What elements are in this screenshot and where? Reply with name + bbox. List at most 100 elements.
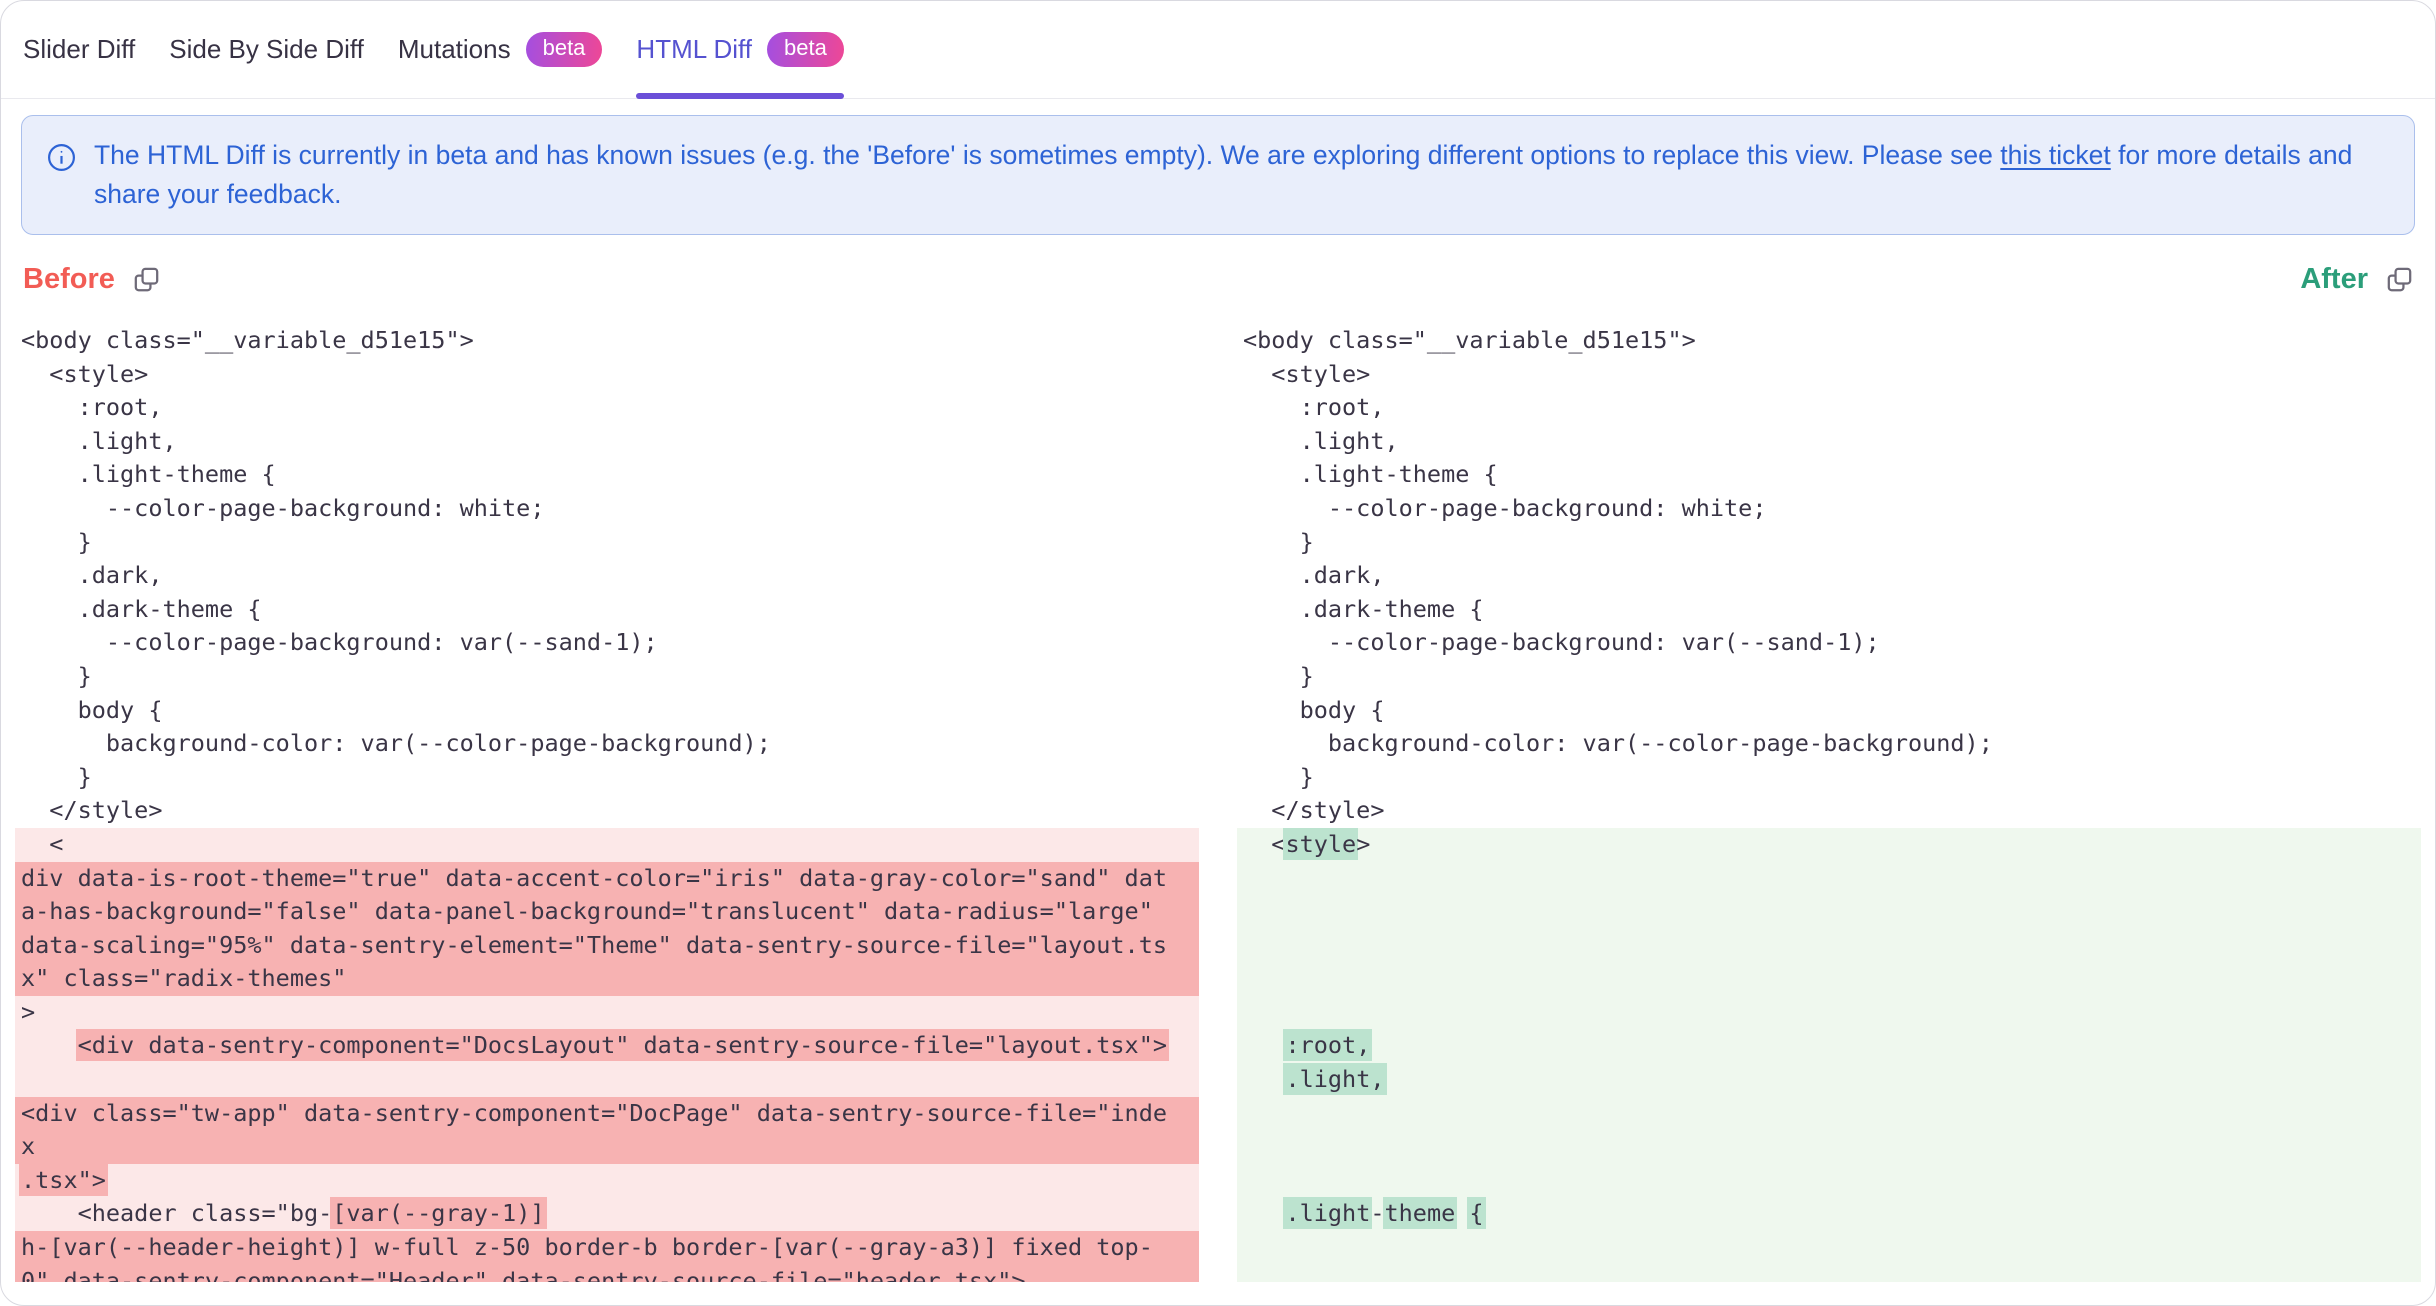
code-line: body { — [21, 695, 163, 724]
code-line: } — [1243, 527, 1314, 556]
diff-highlight: [var(--gray-1)] — [330, 1197, 547, 1230]
diff-view-tabs: Slider Diff Side By Side Diff Mutations bet… — [1, 1, 2435, 99]
code-text — [1243, 1199, 1285, 1227]
diff-highlight: theme — [1382, 1197, 1458, 1230]
code-text: <header class="bg- — [21, 1199, 333, 1228]
code-line: .light-theme { — [1243, 460, 1498, 489]
code-line: background-color: var(--color-page-backg… — [21, 729, 771, 758]
tab-label: HTML Diff — [636, 34, 752, 64]
code-line: .tsx"> — [15, 1163, 1199, 1198]
code-line: </style> — [21, 796, 163, 825]
beta-banner: The HTML Diff is currently in beta and h… — [21, 115, 2415, 235]
code-line — [1237, 1264, 2421, 1282]
code-line: 0" data-sentry-component="Header" data-s… — [15, 1264, 1199, 1282]
code-line: body { — [1243, 695, 1385, 724]
banner-text-pre: The HTML Diff is currently in beta and h… — [94, 140, 2001, 170]
code-text: > — [1356, 829, 1371, 858]
tab-html-diff[interactable]: HTML Diff beta — [636, 1, 845, 99]
code-line: <style> — [21, 359, 149, 388]
code-line: a-has-background="false" data-panel-back… — [15, 895, 1199, 929]
info-icon — [46, 142, 77, 214]
code-line: .light-theme { — [1237, 1197, 2421, 1232]
code-text: < — [1243, 829, 1286, 858]
code-line: <style> — [1243, 359, 1371, 388]
code-line: } — [1243, 661, 1314, 690]
tab-mutations[interactable]: Mutations beta — [398, 1, 603, 98]
code-line: :root, — [1243, 393, 1385, 422]
code-text — [21, 1031, 78, 1059]
diff-content: <body class="__variable_d51e15"> <style>… — [1, 324, 2435, 1282]
code-line — [1237, 1096, 2421, 1131]
code-line: <header class="bg-[var(--gray-1)] — [15, 1197, 1199, 1232]
code-line: .light, — [1243, 426, 1399, 455]
code-line: } — [21, 762, 92, 791]
code-text — [1243, 1065, 1285, 1093]
code-line: x — [15, 1130, 1199, 1164]
after-label: After — [2300, 263, 2368, 295]
code-line: div data-is-root-theme="true" data-accen… — [15, 861, 1199, 896]
code-line: > — [15, 995, 1199, 1030]
code-line: <div class="tw-app" data-sentry-componen… — [15, 1096, 1199, 1131]
tab-label: Slider Diff — [23, 34, 136, 64]
code-text: - — [1370, 1199, 1385, 1228]
code-line: } — [1243, 762, 1314, 791]
code-line — [15, 1063, 1199, 1097]
code-line: .dark, — [21, 561, 163, 590]
code-line — [1237, 1130, 2421, 1164]
diff-highlight: .light, — [1283, 1063, 1387, 1096]
diff-highlight: .light — [1283, 1197, 1373, 1230]
code-line: --color-page-background: var(--sand-1); — [21, 628, 658, 657]
code-line — [1237, 1163, 2421, 1198]
before-code-pane: <body class="__variable_d51e15"> <style>… — [15, 324, 1199, 1282]
code-line: < — [15, 827, 1199, 862]
copy-before-button[interactable] — [133, 266, 160, 293]
copy-after-button[interactable] — [2386, 266, 2413, 293]
beta-badge: beta — [767, 32, 844, 67]
code-line: --color-page-background: var(--sand-1); — [1243, 628, 1880, 657]
tab-label: Mutations — [397, 34, 511, 64]
diff-highlight: { — [1467, 1197, 1486, 1230]
code-line — [1237, 995, 2421, 1030]
code-line: <style> — [1237, 827, 2421, 862]
diff-highlight: style — [1283, 827, 1359, 860]
before-header: Before — [23, 263, 160, 296]
code-line — [1237, 861, 2421, 896]
before-label: Before — [23, 263, 115, 295]
after-code-pane: <body class="__variable_d51e15"> <style>… — [1237, 324, 2421, 1282]
code-line: h-[var(--header-height)] w-full z-50 bor… — [15, 1231, 1199, 1265]
copy-icon — [134, 267, 159, 292]
tab-side-by-side-diff[interactable]: Side By Side Diff — [169, 1, 364, 98]
code-line: <div data-sentry-component="DocsLayout" … — [15, 1029, 1199, 1064]
code-line: background-color: var(--color-page-backg… — [1243, 729, 1993, 758]
tab-slider-diff[interactable]: Slider Diff — [23, 1, 135, 98]
code-line — [1237, 1231, 2421, 1265]
code-line: .light, — [21, 426, 177, 455]
banner-text-post: for more details and share your feedback… — [94, 140, 2353, 209]
code-line — [1237, 962, 2421, 996]
ticket-link[interactable]: this ticket — [2000, 140, 2111, 170]
code-line: <body class="__variable_d51e15"> — [21, 326, 474, 354]
after-header: After — [2300, 263, 2413, 296]
code-line: .dark, — [1243, 561, 1385, 590]
code-line: --color-page-background: white; — [1243, 493, 1767, 522]
pane-headers: Before After — [1, 263, 2435, 296]
code-line: } — [21, 661, 92, 690]
code-line: :root, — [1237, 1029, 2421, 1064]
code-line — [1237, 928, 2421, 963]
copy-icon — [2387, 267, 2412, 292]
code-line: --color-page-background: white; — [21, 493, 545, 522]
diff-highlight: :root, — [1283, 1029, 1373, 1062]
beta-badge: beta — [525, 32, 603, 67]
code-line: x" class="radix-themes" — [15, 962, 1199, 996]
code-line: :root, — [21, 393, 163, 422]
diff-highlight: .tsx"> — [19, 1163, 108, 1196]
tab-label: Side By Side Diff — [169, 34, 364, 64]
diff-highlight: <div data-sentry-component="DocsLayout" … — [75, 1029, 1170, 1062]
code-line: </style> — [1243, 796, 1385, 825]
code-line: .dark-theme { — [1243, 594, 1484, 623]
code-line: data-scaling="95%" data-sentry-element="… — [15, 928, 1199, 963]
code-line: <body class="__variable_d51e15"> — [1243, 326, 1696, 354]
code-line: .dark-theme { — [21, 594, 262, 623]
code-text — [1243, 1031, 1285, 1059]
code-line: .light-theme { — [21, 460, 276, 489]
